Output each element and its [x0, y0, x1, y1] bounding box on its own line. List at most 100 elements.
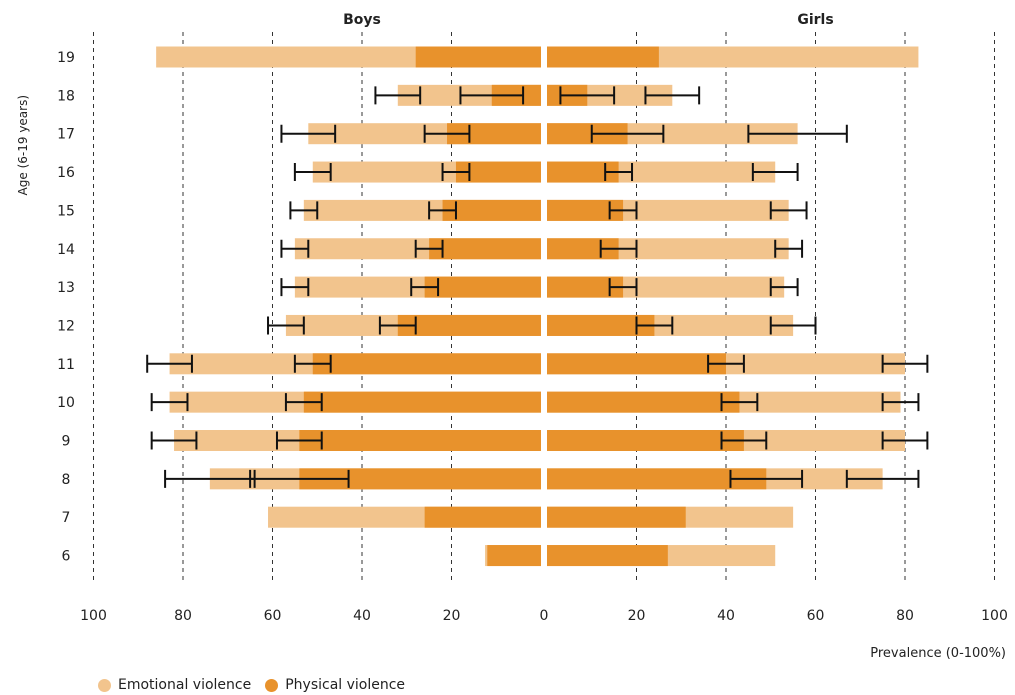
x-tick-label-5: 0: [540, 608, 549, 624]
y-tick-label-16: 16: [57, 165, 75, 181]
errorbar-girls-physical-age-8: [729, 469, 804, 488]
errorbar-boys-physical-age-15: [428, 201, 457, 220]
bar-boys-physical-age-7: [424, 506, 541, 528]
y-tick-label-14: 14: [57, 242, 75, 258]
y-tick-label-10: 10: [57, 395, 75, 411]
errorbar-boys-emotional-age-9: [150, 431, 198, 450]
x-tick-label-1: 80: [174, 608, 192, 624]
x-axis-title: Prevalence (0-100%): [870, 646, 1006, 661]
errorbar-boys-physical-age-17: [423, 124, 471, 143]
bar-girls-physical-age-6: [547, 545, 668, 567]
bar-boys-physical-age-8: [299, 468, 541, 490]
errorbar-girls-emotional-age-16: [751, 163, 799, 182]
bar-girls-physical-age-10: [547, 391, 740, 413]
errorbar-girls-emotional-age-12: [769, 316, 817, 335]
errorbar-boys-emotional-age-11: [146, 354, 193, 373]
legend-item-physical: Physical violence: [265, 677, 405, 693]
x-tick-label-0: 100: [80, 608, 107, 624]
errorbar-boys-physical-age-8: [249, 469, 350, 488]
errorbar-boys-emotional-age-17: [280, 124, 337, 143]
y-tick-label-8: 8: [62, 472, 71, 488]
errorbar-girls-physical-age-11: [707, 354, 745, 373]
bar-girls-physical-age-16: [547, 161, 619, 183]
x-tick-label-10: 100: [981, 608, 1008, 624]
panel-title-boys: Boys: [343, 12, 381, 28]
bar-boys-physical-age-13: [424, 276, 541, 298]
errorbar-girls-physical-age-14: [599, 239, 638, 258]
errorbar-girls-physical-age-12: [635, 316, 674, 335]
y-tick-label-18: 18: [57, 88, 75, 104]
errorbar-girls-physical-age-9: [720, 431, 768, 450]
bar-boys-physical-age-16: [455, 161, 541, 183]
errorbar-girls-emotional-age-17: [747, 124, 848, 143]
errorbar-girls-physical-age-16: [604, 163, 634, 182]
y-tick-label-9: 9: [62, 434, 71, 450]
errorbar-boys-physical-age-13: [410, 278, 440, 297]
bar-boys-physical-age-6: [487, 545, 541, 567]
errorbar-boys-physical-age-16: [441, 163, 471, 182]
y-tick-label-19: 19: [57, 50, 75, 66]
x-tick-label-4: 20: [443, 608, 461, 624]
errorbar-girls-physical-age-17: [590, 124, 665, 143]
errorbar-girls-emotional-age-14: [774, 239, 804, 258]
legend-label-emotional: Emotional violence: [118, 677, 252, 693]
y-axis-title: Age (6-19 years): [16, 95, 30, 195]
errorbar-girls-emotional-age-15: [769, 201, 808, 220]
errorbar-boys-emotional-age-18: [374, 86, 422, 105]
legend-swatch-physical: [265, 678, 279, 692]
errorbar-boys-physical-age-18: [459, 86, 525, 105]
x-tick-label-6: 20: [628, 608, 646, 624]
y-tick-label-13: 13: [57, 280, 75, 296]
errorbar-boys-emotional-age-13: [280, 278, 310, 297]
errorbar-girls-emotional-age-9: [881, 431, 929, 450]
errorbar-boys-emotional-age-14: [280, 239, 310, 258]
bar-girls-physical-age-7: [547, 506, 686, 528]
errorbar-girls-physical-age-15: [608, 201, 638, 220]
y-tick-label-15: 15: [57, 203, 75, 219]
errorbar-boys-physical-age-10: [284, 393, 323, 412]
errorbar-boys-emotional-age-12: [267, 316, 305, 335]
bar-girls-physical-age-9: [547, 430, 744, 451]
errorbar-boys-emotional-age-15: [289, 201, 319, 220]
legend-swatch-emotional: [98, 678, 111, 692]
y-tick-label-7: 7: [62, 510, 71, 526]
errorbar-girls-physical-age-13: [608, 278, 638, 297]
bar-girls-physical-age-12: [547, 314, 655, 336]
y-tick-label-12: 12: [57, 318, 75, 334]
bar-boys-physical-age-19: [415, 46, 541, 68]
x-tick-label-3: 40: [353, 608, 371, 624]
bar-boys-physical-age-10: [303, 391, 541, 413]
bar-boys-physical-age-12: [397, 314, 541, 336]
x-tick-label-8: 60: [807, 608, 825, 624]
bar-boys-physical-age-15: [442, 199, 541, 221]
errorbar-girls-physical-age-18: [559, 86, 616, 105]
errorbar-girls-emotional-age-13: [769, 278, 799, 297]
errorbar-boys-emotional-age-10: [150, 393, 189, 412]
x-tick-label-7: 40: [717, 608, 735, 624]
errorbar-boys-physical-age-9: [275, 431, 323, 450]
errorbar-boys-physical-age-14: [414, 239, 444, 258]
bar-boys-physical-age-14: [429, 238, 541, 260]
y-tick-label-17: 17: [57, 127, 75, 143]
errorbar-boys-emotional-age-16: [293, 163, 332, 182]
bar-girls-physical-age-17: [547, 123, 628, 145]
errorbar-girls-emotional-age-8: [845, 469, 920, 488]
bar-girls-physical-age-15: [547, 199, 624, 221]
bar-girls-physical-age-13: [547, 276, 624, 298]
errorbar-girls-emotional-age-10: [881, 393, 920, 412]
bar-boys-physical-age-9: [299, 430, 541, 451]
legend: Emotional violence Physical violence: [98, 677, 419, 693]
bar-girls-physical-age-8: [547, 468, 767, 490]
x-tick-label-2: 60: [264, 608, 282, 624]
errorbar-boys-physical-age-11: [293, 354, 332, 373]
errorbar-girls-physical-age-10: [720, 393, 759, 412]
bar-girls-physical-age-11: [547, 353, 726, 375]
panel-title-girls: Girls: [797, 12, 833, 28]
bar-girls-physical-age-19: [547, 46, 659, 68]
bar-boys-physical-age-17: [447, 123, 541, 145]
errorbar-boys-physical-age-12: [378, 316, 417, 335]
errorbar-girls-emotional-age-18: [644, 86, 701, 105]
legend-item-emotional: Emotional violence: [98, 677, 251, 693]
